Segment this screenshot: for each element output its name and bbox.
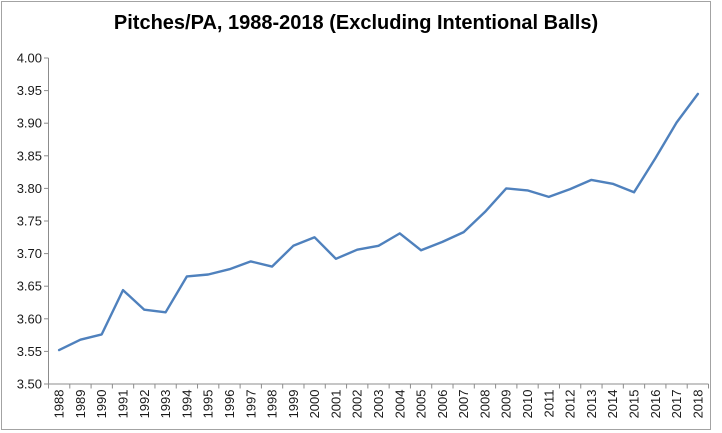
x-axis-tick-label: 2011 <box>541 390 556 418</box>
x-axis-tick-label: 1997 <box>243 390 258 419</box>
y-axis-tick-label: 3.50 <box>17 377 42 392</box>
x-axis-tick-label: 2017 <box>669 390 684 419</box>
x-axis-tick-label: 2009 <box>499 390 514 419</box>
y-axis-tick-label: 3.60 <box>17 311 42 326</box>
x-axis-tick-label: 2005 <box>414 390 429 419</box>
x-axis-tick-label: 1998 <box>265 390 280 419</box>
data-series-line <box>57 92 700 352</box>
x-axis-tick-label: 1990 <box>94 390 109 419</box>
x-axis-tick-label: 2010 <box>520 390 535 419</box>
x-axis-tick-label: 1999 <box>286 390 301 419</box>
x-axis-tick-label: 2008 <box>477 390 492 419</box>
y-axis-tick-label: 3.65 <box>17 279 42 294</box>
x-axis-tick-label: 2003 <box>371 390 386 419</box>
y-axis-tick-label: 3.75 <box>17 214 42 229</box>
x-axis-tick-label: 2004 <box>392 390 407 419</box>
chart-frame <box>1 1 711 430</box>
x-axis-tick-label: 1994 <box>179 390 194 419</box>
x-axis-tick-label: 1993 <box>158 390 173 419</box>
x-axis-tick-label: 1988 <box>52 390 67 419</box>
y-axis-tick-label: 3.55 <box>17 344 42 359</box>
x-axis-tick-label: 2002 <box>350 390 365 419</box>
y-axis-tick-label: 3.90 <box>17 116 42 131</box>
y-axis-tick-label: 3.95 <box>17 83 42 98</box>
chart-title: Pitches/PA, 1988-2018 (Excluding Intenti… <box>113 12 599 34</box>
x-axis-tick-label: 2012 <box>563 390 578 419</box>
x-axis-tick-label: 1992 <box>137 390 152 419</box>
x-axis-tick-label: 2001 <box>328 390 343 419</box>
x-axis-tick-label: 1996 <box>222 390 237 419</box>
x-axis-tick-label: 2014 <box>605 390 620 419</box>
x-axis-tick-label: 2015 <box>626 390 641 419</box>
x-axis-tick-label: 2007 <box>456 390 471 419</box>
y-axis-tick-label: 4.00 <box>17 51 42 66</box>
x-axis-tick-label: 2016 <box>648 390 663 419</box>
y-axis-tick-label: 3.80 <box>17 181 42 196</box>
x-axis-tick-label: 2013 <box>584 390 599 419</box>
x-axis-tick-label: 1991 <box>116 390 131 419</box>
y-axis-tick-label: 3.70 <box>17 246 42 261</box>
x-axis-tick-label: 1995 <box>201 390 216 419</box>
x-axis-tick-label: 2000 <box>307 390 322 419</box>
x-axis-tick-label: 2006 <box>435 390 450 419</box>
x-axis-tick-label: 1989 <box>73 390 88 419</box>
y-axis-tick-label: 3.85 <box>17 148 42 163</box>
x-axis-tick-label: 2018 <box>690 390 705 419</box>
